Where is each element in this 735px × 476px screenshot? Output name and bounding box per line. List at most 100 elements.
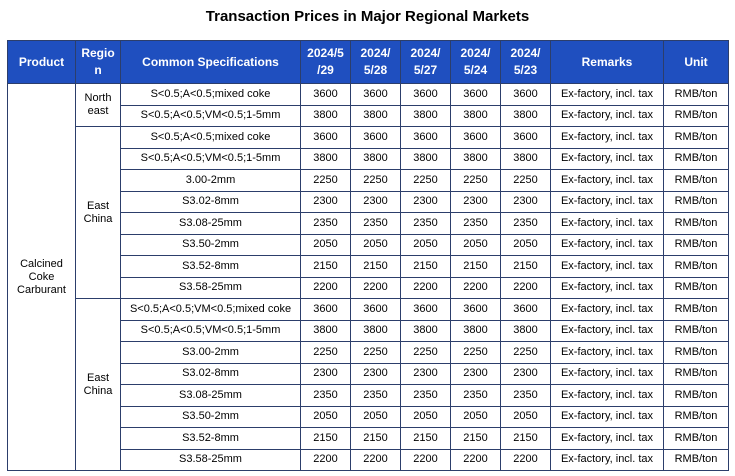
price-cell: 3600 — [300, 83, 351, 106]
table-row: S3.02-8mm 2300 2300 2300 2300 2300 Ex-factory,… — [8, 362, 729, 385]
price-cell: 3800 — [400, 104, 451, 127]
spec-cell: S3.02-8mm — [120, 362, 301, 385]
price-cell: 2350 — [350, 384, 401, 407]
spec-cell: S3.52-8mm — [120, 427, 301, 450]
remarks-cell: Ex-factory, incl. tax — [550, 341, 664, 364]
unit-cell: RMB/ton — [663, 448, 729, 471]
remarks-cell: Ex-factory, incl. tax — [550, 126, 664, 149]
header-unit: Unit — [663, 40, 729, 84]
unit-cell: RMB/ton — [663, 147, 729, 170]
price-cell: 3600 — [300, 126, 351, 149]
spec-cell: S3.00-2mm — [120, 341, 301, 364]
price-cell: 2150 — [300, 255, 351, 278]
spec-cell: S<0.5;A<0.5;VM<0.5;1-5mm — [120, 147, 301, 170]
price-cell: 2150 — [450, 427, 501, 450]
remarks-cell: Ex-factory, incl. tax — [550, 104, 664, 127]
price-cell: 2250 — [350, 341, 401, 364]
unit-cell: RMB/ton — [663, 319, 729, 342]
remarks-cell: Ex-factory, incl. tax — [550, 448, 664, 471]
price-cell: 2300 — [400, 190, 451, 213]
price-cell: 2350 — [400, 384, 451, 407]
price-cell: 3800 — [400, 147, 451, 170]
table-row: 3.00-2mm 2250 2250 2250 2250 2250 Ex-factory, … — [8, 169, 729, 192]
price-cell: 2150 — [400, 255, 451, 278]
spec-cell: S3.08-25mm — [120, 212, 301, 235]
price-cell: 2300 — [450, 190, 501, 213]
price-cell: 3600 — [450, 83, 501, 106]
spec-cell: S3.58-25mm — [120, 276, 301, 299]
price-cell: 2150 — [350, 255, 401, 278]
table-row: S3.08-25mm 2350 2350 2350 2350 2350 Ex-factory… — [8, 384, 729, 407]
table-row: East China S<0.5;A<0.5;mixed coke 3600 3600 3… — [8, 126, 729, 299]
price-cell: 3600 — [500, 83, 551, 106]
region-cell: East China — [75, 298, 121, 471]
price-cell: 2050 — [450, 405, 501, 428]
price-cell: 2350 — [450, 212, 501, 235]
table-row: East China S<0.5;A<0.5;VM<0.5;mixed coke 36… — [8, 298, 729, 471]
price-cell: 2250 — [450, 341, 501, 364]
price-table: Product Regio n Common Specifications 202… — [7, 40, 729, 471]
remarks-cell: Ex-factory, incl. tax — [550, 276, 664, 299]
price-cell: 2250 — [300, 341, 351, 364]
price-cell: 2350 — [350, 212, 401, 235]
remarks-cell: Ex-factory, incl. tax — [550, 147, 664, 170]
price-cell: 2300 — [500, 362, 551, 385]
table-row: S3.08-25mm 2350 2350 2350 2350 2350 Ex-factory… — [8, 212, 729, 235]
price-cell: 3600 — [450, 298, 501, 321]
price-cell: 3800 — [450, 147, 501, 170]
remarks-cell: Ex-factory, incl. tax — [550, 169, 664, 192]
product-cell: Calcined Coke Carburant — [7, 83, 76, 471]
price-cell: 3600 — [350, 298, 401, 321]
price-cell: 2200 — [350, 276, 401, 299]
price-cell: 3800 — [500, 104, 551, 127]
table-row: S3.52-8mm 2150 2150 2150 2150 2150 Ex-factory,… — [8, 255, 729, 278]
price-cell: 2250 — [500, 169, 551, 192]
remarks-cell: Ex-factory, incl. tax — [550, 233, 664, 256]
price-cell: 2050 — [350, 405, 401, 428]
price-cell: 2150 — [450, 255, 501, 278]
price-cell: 2150 — [500, 255, 551, 278]
price-cell: 2150 — [500, 427, 551, 450]
remarks-cell: Ex-factory, incl. tax — [550, 405, 664, 428]
remarks-cell: Ex-factory, incl. tax — [550, 190, 664, 213]
price-cell: 3600 — [500, 298, 551, 321]
price-cell: 2150 — [300, 427, 351, 450]
unit-cell: RMB/ton — [663, 104, 729, 127]
price-cell: 2050 — [300, 233, 351, 256]
remarks-cell: Ex-factory, incl. tax — [550, 255, 664, 278]
header-remarks: Remarks — [550, 40, 664, 84]
price-cell: 2350 — [450, 384, 501, 407]
table-row: Calcined Coke Carburant North east S<0.5;A<0.… — [7, 83, 729, 471]
spec-cell: S<0.5;A<0.5;mixed coke — [120, 83, 301, 106]
price-cell: 2200 — [300, 448, 351, 471]
remarks-cell: Ex-factory, incl. tax — [550, 319, 664, 342]
price-cell: 2200 — [400, 276, 451, 299]
price-cell: 3600 — [300, 298, 351, 321]
price-cell: 2200 — [450, 448, 501, 471]
table-row: S3.58-25mm 2200 2200 2200 2200 2200 Ex-factory… — [8, 448, 729, 471]
price-cell: 2350 — [300, 212, 351, 235]
price-cell: 2350 — [500, 384, 551, 407]
price-cell: 3600 — [500, 126, 551, 149]
price-cell: 2300 — [500, 190, 551, 213]
region-cell: East China — [75, 126, 121, 299]
header-spec: Common Specifications — [120, 40, 301, 84]
price-cell: 2050 — [350, 233, 401, 256]
spec-cell: S3.52-8mm — [120, 255, 301, 278]
spec-cell: S<0.5;A<0.5;VM<0.5;1-5mm — [120, 104, 301, 127]
price-cell: 3800 — [350, 319, 401, 342]
price-cell: 3800 — [300, 147, 351, 170]
price-cell: 2250 — [300, 169, 351, 192]
remarks-cell: Ex-factory, incl. tax — [550, 298, 664, 321]
table-row: S3.50-2mm 2050 2050 2050 2050 2050 Ex-factory,… — [8, 405, 729, 428]
price-cell: 2050 — [450, 233, 501, 256]
price-cell: 3800 — [450, 104, 501, 127]
spec-cell: S3.50-2mm — [120, 233, 301, 256]
remarks-cell: Ex-factory, incl. tax — [550, 384, 664, 407]
spec-cell: S3.02-8mm — [120, 190, 301, 213]
unit-cell: RMB/ton — [663, 384, 729, 407]
price-cell: 3600 — [350, 126, 401, 149]
price-cell: 2200 — [300, 276, 351, 299]
header-date-1: 2024/5/29 — [300, 40, 351, 84]
price-cell: 2200 — [500, 276, 551, 299]
